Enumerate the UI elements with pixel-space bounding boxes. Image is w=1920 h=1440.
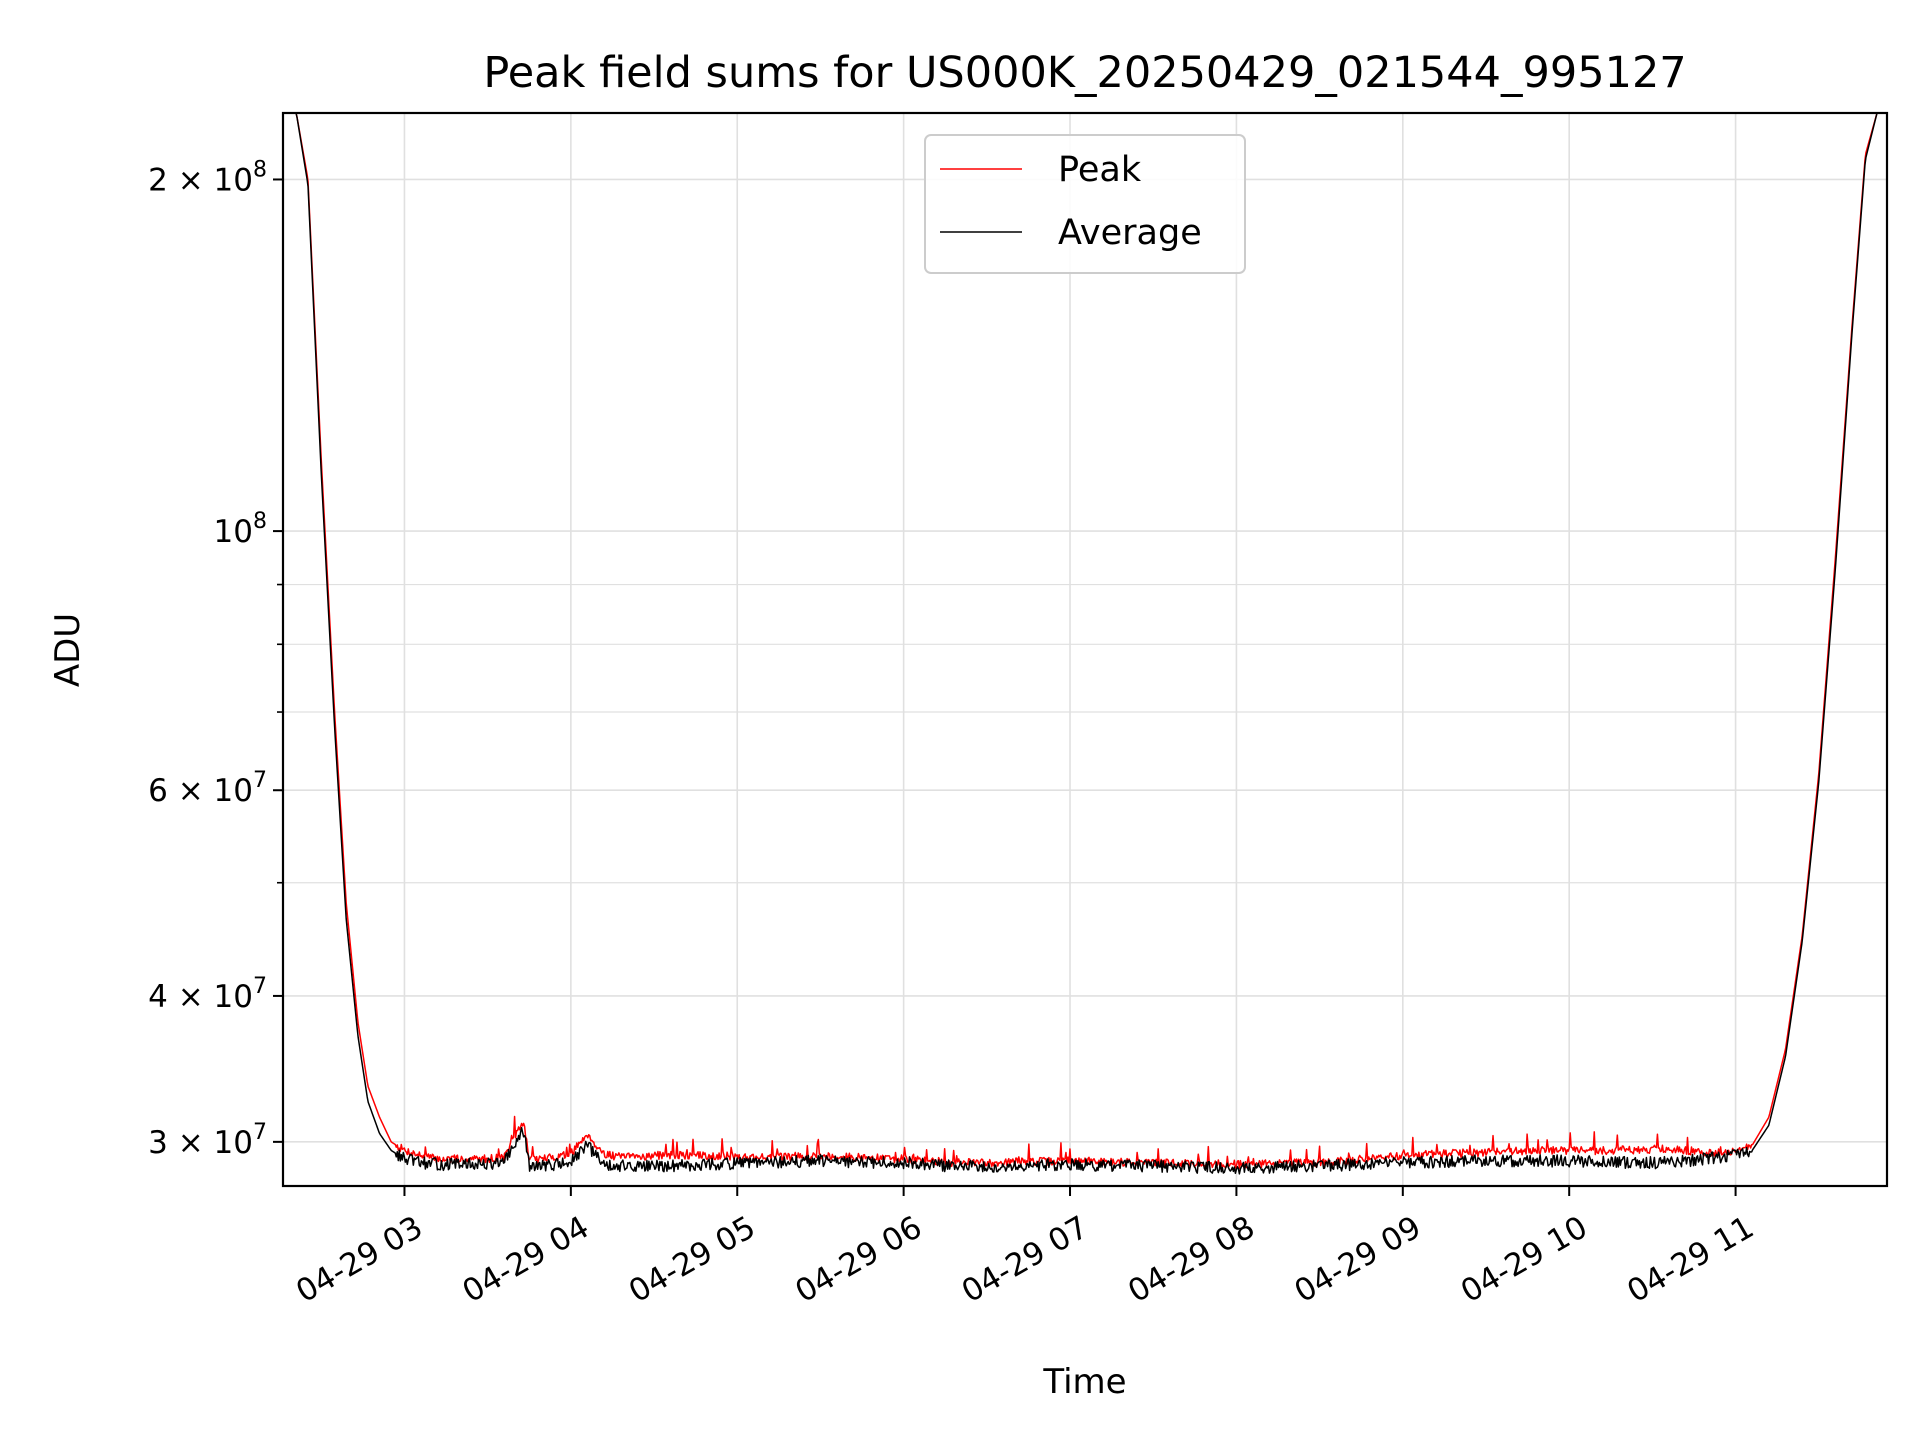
y-tick-label: 4 × 107 [148,974,267,1015]
y-tick-label: 6 × 107 [148,768,267,809]
y-axis-label: ADU [48,613,88,687]
legend-peak-label: Peak [1058,150,1142,190]
legend: Peak Average [924,134,1246,274]
legend-average-label: Average [1058,213,1202,253]
series-layer [283,112,1887,1175]
series-line-peak [283,112,1887,1170]
chart-title: Peak field sums for US000K_20250429_0215… [483,48,1686,98]
plot-area-frame [281,111,1889,1188]
y-tick-label: 108 [214,509,267,550]
x-axis-label: Time [1042,1362,1126,1402]
y-tick-label: 3 × 107 [148,1120,267,1161]
series-line-average [283,112,1887,1175]
y-tick-label: 2 × 108 [148,157,267,198]
